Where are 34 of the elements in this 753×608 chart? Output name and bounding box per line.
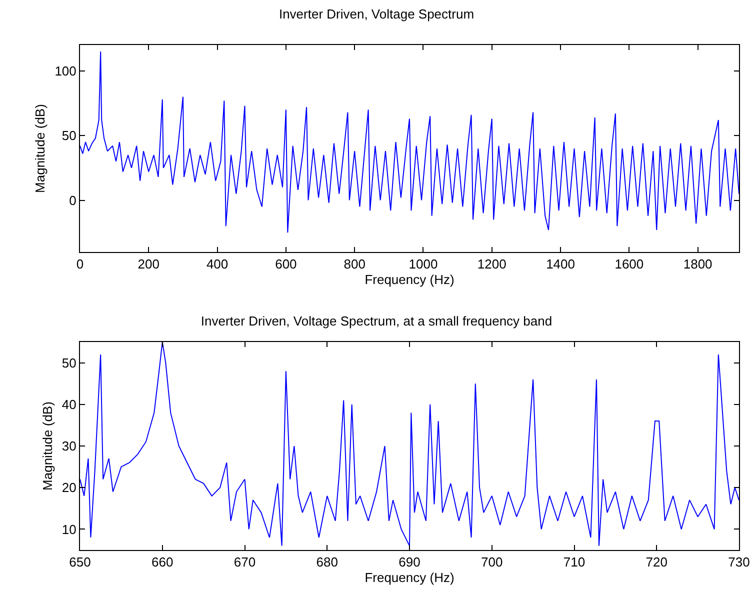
x-axis-title: Frequency (Hz)	[364, 272, 454, 288]
x-tick-label: 690	[398, 554, 420, 570]
x-tick-label: 680	[316, 554, 338, 570]
x-tick-label: 700	[481, 554, 503, 570]
y-tick-label: 100	[54, 63, 76, 78]
x-tick-label: 670	[234, 554, 256, 570]
x-tick-label: 720	[646, 554, 668, 570]
chart-title: Inverter Driven, Voltage Spectrum, at a small frequency band	[200, 314, 552, 329]
x-tick-label: 1000	[408, 256, 438, 272]
x-tick-label: 1200	[477, 256, 506, 272]
x-axis-title: Frequency (Hz)	[364, 570, 454, 586]
x-tick-label: 730	[728, 554, 750, 570]
x-tick-label: 200	[138, 256, 160, 272]
x-tick-label: 1400	[546, 256, 575, 272]
x-tick-label: 1600	[614, 256, 644, 272]
x-tick-label: 400	[206, 256, 228, 272]
x-tick-label: 800	[344, 256, 366, 272]
line-series	[80, 50, 739, 234]
chart-title: Inverter Driven, Voltage Spectrum	[278, 6, 474, 22]
y-tick-label: 50	[62, 355, 76, 370]
x-tick-label: 650	[69, 554, 91, 570]
y-axis-title: Magnitude (dB)	[40, 402, 55, 490]
y-tick-label: 0	[69, 192, 76, 208]
x-tick-label: 710	[563, 554, 586, 570]
x-tick-label: 660	[152, 554, 174, 570]
y-tick-label: 10	[62, 522, 76, 537]
y-axis-title: Magnitude (dB)	[32, 104, 48, 193]
x-tick-label: 1800	[683, 256, 712, 272]
line-series	[80, 342, 739, 546]
y-tick-label: 30	[62, 438, 76, 454]
y-tick-label: 50	[62, 128, 76, 144]
x-tick-label: 600	[275, 256, 297, 272]
y-tick-label: 20	[62, 480, 76, 496]
y-tick-label: 40	[62, 396, 76, 412]
